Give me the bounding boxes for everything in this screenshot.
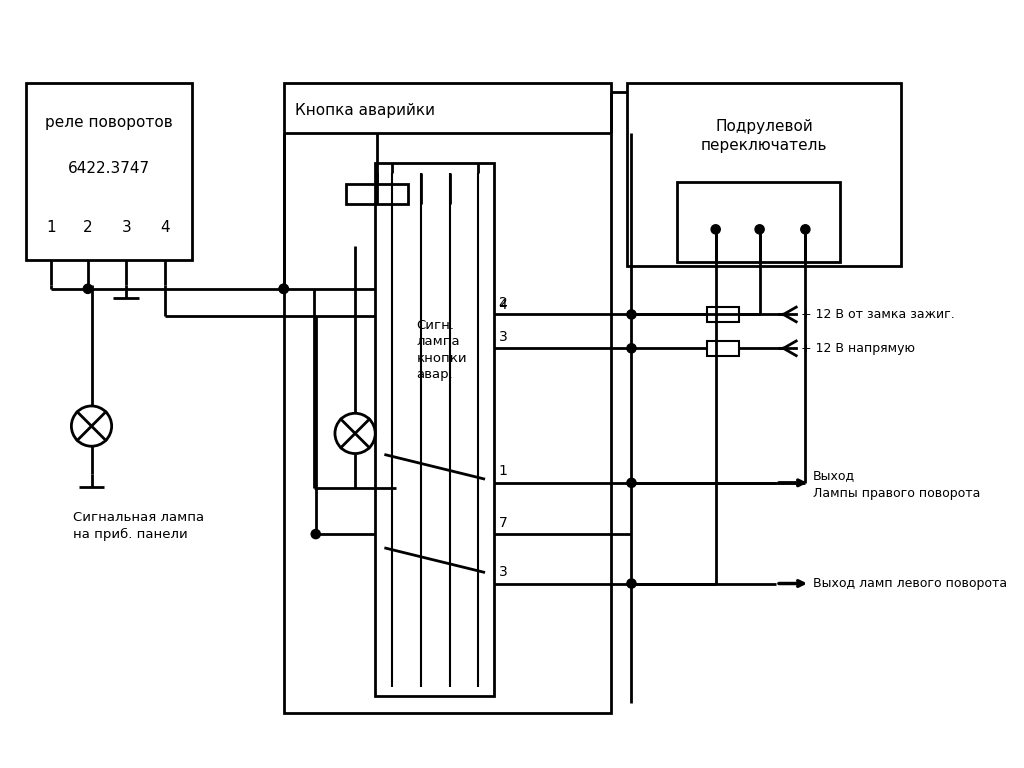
Circle shape bbox=[627, 344, 636, 353]
Text: + 12 В напрямую: + 12 В напрямую bbox=[801, 342, 914, 355]
Text: 1: 1 bbox=[46, 220, 56, 235]
Text: Сигнальная лампа: Сигнальная лампа bbox=[73, 511, 205, 524]
Circle shape bbox=[280, 284, 289, 293]
Text: 7: 7 bbox=[499, 515, 508, 529]
Text: Кнопка аварийки: Кнопка аварийки bbox=[295, 103, 435, 118]
Circle shape bbox=[755, 225, 764, 234]
Text: 1: 1 bbox=[499, 465, 508, 478]
Text: 3: 3 bbox=[499, 565, 508, 579]
Text: реле поворотов: реле поворотов bbox=[45, 114, 173, 130]
Text: 2: 2 bbox=[83, 220, 92, 235]
Text: лампа: лампа bbox=[417, 336, 460, 349]
Bar bbox=[707, 307, 739, 322]
Bar bbox=[677, 182, 840, 263]
Circle shape bbox=[627, 579, 636, 588]
Text: Сигн.: Сигн. bbox=[417, 319, 455, 332]
Text: переключатель: переключатель bbox=[701, 137, 827, 153]
Bar bbox=[26, 83, 193, 260]
Bar bbox=[346, 184, 409, 204]
Circle shape bbox=[627, 478, 636, 488]
Circle shape bbox=[627, 310, 636, 319]
Bar bbox=[284, 83, 611, 713]
Text: Выход ламп левого поворота: Выход ламп левого поворота bbox=[813, 577, 1007, 590]
Text: 3: 3 bbox=[122, 220, 131, 235]
Circle shape bbox=[280, 284, 289, 293]
Text: 2: 2 bbox=[499, 296, 508, 310]
Text: авар.: авар. bbox=[417, 369, 454, 382]
Text: 4: 4 bbox=[499, 298, 508, 312]
Bar bbox=[707, 341, 739, 356]
Circle shape bbox=[311, 529, 321, 538]
Text: 4: 4 bbox=[160, 220, 170, 235]
Text: Лампы правого поворота: Лампы правого поворота bbox=[813, 488, 980, 500]
Text: Выход: Выход bbox=[813, 469, 855, 482]
Circle shape bbox=[711, 225, 720, 234]
Text: 3: 3 bbox=[499, 329, 508, 344]
Bar bbox=[375, 164, 495, 696]
Bar bbox=[627, 83, 901, 266]
Text: кнопки: кнопки bbox=[417, 352, 467, 365]
Text: Подрулевой: Подрулевой bbox=[716, 119, 813, 134]
Circle shape bbox=[335, 413, 375, 454]
Circle shape bbox=[83, 284, 92, 293]
Text: 6422.3747: 6422.3747 bbox=[68, 161, 150, 176]
Circle shape bbox=[801, 225, 810, 234]
Text: на приб. панели: на приб. панели bbox=[73, 528, 188, 541]
Text: + 12 В от замка зажиг.: + 12 В от замка зажиг. bbox=[801, 308, 954, 321]
Circle shape bbox=[72, 406, 112, 446]
